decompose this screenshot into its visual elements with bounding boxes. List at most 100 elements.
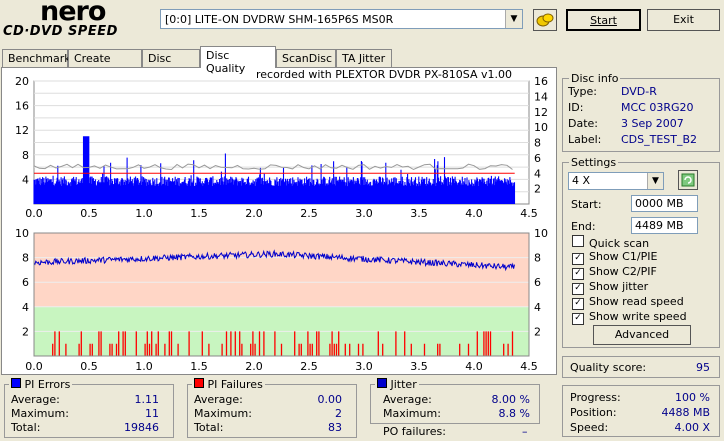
pif-total-label: Total: [194, 421, 224, 434]
checkbox[interactable]: ✓ [572, 268, 584, 280]
y-tick-label-right: 2 [534, 325, 541, 338]
settings-group: Settings 4 X ▼ Start: 0000 MB End: 4489 … [562, 156, 720, 348]
y-tick-label-left: 4 [22, 301, 29, 314]
refresh-button[interactable] [678, 170, 698, 190]
progress-value: 100 % [675, 391, 710, 404]
y-tick-label-left: 10 [15, 227, 29, 240]
x-tick-label: 3.0 [355, 207, 373, 220]
jitter-line [33, 249, 515, 272]
speed-value: 4.00 X [674, 421, 710, 434]
advanced-button[interactable]: Advanced [593, 325, 691, 345]
checkbox[interactable]: ✓ [572, 283, 584, 295]
y-tick-label-right: 12 [534, 106, 548, 119]
option-quick-scan[interactable]: Quick scan [572, 235, 649, 250]
y-tick-label-right: 2 [534, 183, 541, 196]
pie-avg-value: 1.11 [134, 393, 160, 406]
pi-failures-chart: 2 4 6 8 10 2 4 6 8 10 0.0 0.5 1.0 1.5 2.0 2.5 3.0 3.5 4.0 4… [15, 227, 548, 373]
pif-total-value: 83 [328, 421, 342, 434]
pif-max-value: 2 [335, 407, 342, 420]
y-tick-label-right: 14 [534, 90, 548, 103]
end-label: End: [571, 220, 596, 233]
date-label: Date: [568, 117, 598, 130]
checkbox[interactable] [572, 235, 584, 247]
progress-group: Progress: 100 % Position: 4488 MB Speed:… [562, 385, 720, 437]
y-tick-label-left: 8 [22, 252, 29, 265]
chevron-down-icon[interactable]: ▼ [647, 173, 663, 189]
pie-max-value: 11 [145, 407, 159, 420]
pif-avg-value: 0.00 [317, 393, 343, 406]
x-tick-label: 2.0 [245, 207, 263, 220]
start-label: Start: [571, 198, 602, 211]
pi-failures-bars [52, 331, 514, 356]
x-tick-label: 3.0 [355, 360, 373, 373]
pie-total-label: Total: [11, 421, 41, 434]
pif-max-label: Maximum: [194, 407, 252, 420]
nero-logo: nero [40, 0, 106, 27]
x-tick-label: 1.0 [135, 207, 153, 220]
eject-button[interactable] [533, 9, 557, 31]
x-tick-label: 2.0 [245, 360, 263, 373]
pi-failures-legend-icon [194, 378, 204, 388]
checkbox[interactable]: ✓ [572, 253, 584, 265]
checkbox-label: Quick scan [589, 237, 650, 250]
checkbox[interactable]: ✓ [572, 298, 584, 310]
disc-info-group: Disc info Type: DVD-R ID: MCC 03RG20 Dat… [562, 72, 720, 152]
jitter-max-label: Maximum: [383, 407, 441, 420]
pi-errors-group: PI Errors Average: 1.11 Maximum: 11 Tota… [4, 378, 174, 438]
pi-errors-legend-icon [11, 378, 21, 388]
id-label: ID: [568, 101, 584, 114]
tab-scandisc[interactable]: ScanDisc [276, 49, 336, 67]
option-show-read-speed[interactable]: ✓ Show read speed [572, 295, 684, 310]
disc-info-title: Disc info [569, 72, 621, 85]
drive-select[interactable]: [0:0] LITE-ON DVDRW SHM-165P6S MS0R ▼ [160, 9, 523, 29]
x-tick-label: 1.5 [190, 360, 208, 373]
option-show-write-speed[interactable]: ✓ Show write speed [572, 310, 687, 325]
y-tick-label-right: 8 [534, 137, 541, 150]
x-tick-label: 1.5 [190, 207, 208, 220]
x-tick-label: 2.5 [300, 207, 318, 220]
x-tick-label: 4.5 [520, 207, 538, 220]
position-value: 4488 MB [661, 406, 710, 419]
start-field[interactable]: 0000 MB [631, 195, 698, 212]
tab-disc-info[interactable]: Disc Info [142, 49, 200, 78]
chevron-down-icon[interactable]: ▼ [505, 10, 522, 28]
pie-max-label: Maximum: [11, 407, 69, 420]
y-tick-label-right: 6 [534, 152, 541, 165]
x-tick-label: 4.0 [465, 207, 483, 220]
drive-select-value: [0:0] LITE-ON DVDRW SHM-165P6S MS0R [165, 13, 394, 26]
refresh-icon [681, 173, 695, 187]
x-tick-label: 3.5 [410, 360, 428, 373]
speed-label: Speed: [570, 421, 609, 434]
checkbox[interactable]: ✓ [572, 313, 584, 325]
recorded-with-label: recorded with PLEXTOR DVDR PX-810SA v1.0… [256, 68, 512, 81]
option-show-c1-pie[interactable]: ✓ Show C1/PIE [572, 250, 657, 265]
date-value: 3 Sep 2007 [621, 117, 684, 130]
x-tick-label: 3.5 [410, 207, 428, 220]
y-tick-label-right: 16 [534, 75, 548, 88]
position-label: Position: [570, 406, 617, 419]
option-show-jitter[interactable]: ✓ Show jitter [572, 280, 648, 295]
option-show-c2-pif[interactable]: ✓ Show C2/PIF [572, 265, 657, 280]
tab-create-disc[interactable]: Create Disc [68, 49, 142, 78]
pif-avg-label: Average: [194, 393, 243, 406]
x-tick-label: 0.5 [80, 207, 98, 220]
exit-button[interactable]: Exit [647, 9, 720, 31]
checkbox-label: Show C2/PIF [589, 265, 657, 278]
cd-dvd-speed-logo: CD·DVD SPEED [3, 24, 118, 39]
tab-disc-quality[interactable]: Disc Quality [200, 46, 276, 75]
end-field[interactable]: 4489 MB [631, 217, 698, 234]
pi-failures-title: PI Failures [207, 378, 263, 391]
x-tick-label: 2.5 [300, 360, 318, 373]
checkbox-label: Show C1/PIE [589, 250, 658, 263]
start-button[interactable]: Start [566, 9, 641, 31]
speed-select[interactable]: 4 X ▼ [568, 172, 664, 190]
settings-title: Settings [569, 156, 619, 169]
id-value: MCC 03RG20 [621, 101, 694, 114]
pi-errors-bars [33, 136, 516, 204]
type-label: Type: [568, 85, 597, 98]
x-tick-label: 0.0 [25, 207, 43, 220]
tab-benchmark[interactable]: Benchmark [2, 49, 71, 67]
pi-errors-title: PI Errors [24, 378, 71, 391]
tab-ta-jitter[interactable]: TA Jitter [336, 49, 392, 67]
